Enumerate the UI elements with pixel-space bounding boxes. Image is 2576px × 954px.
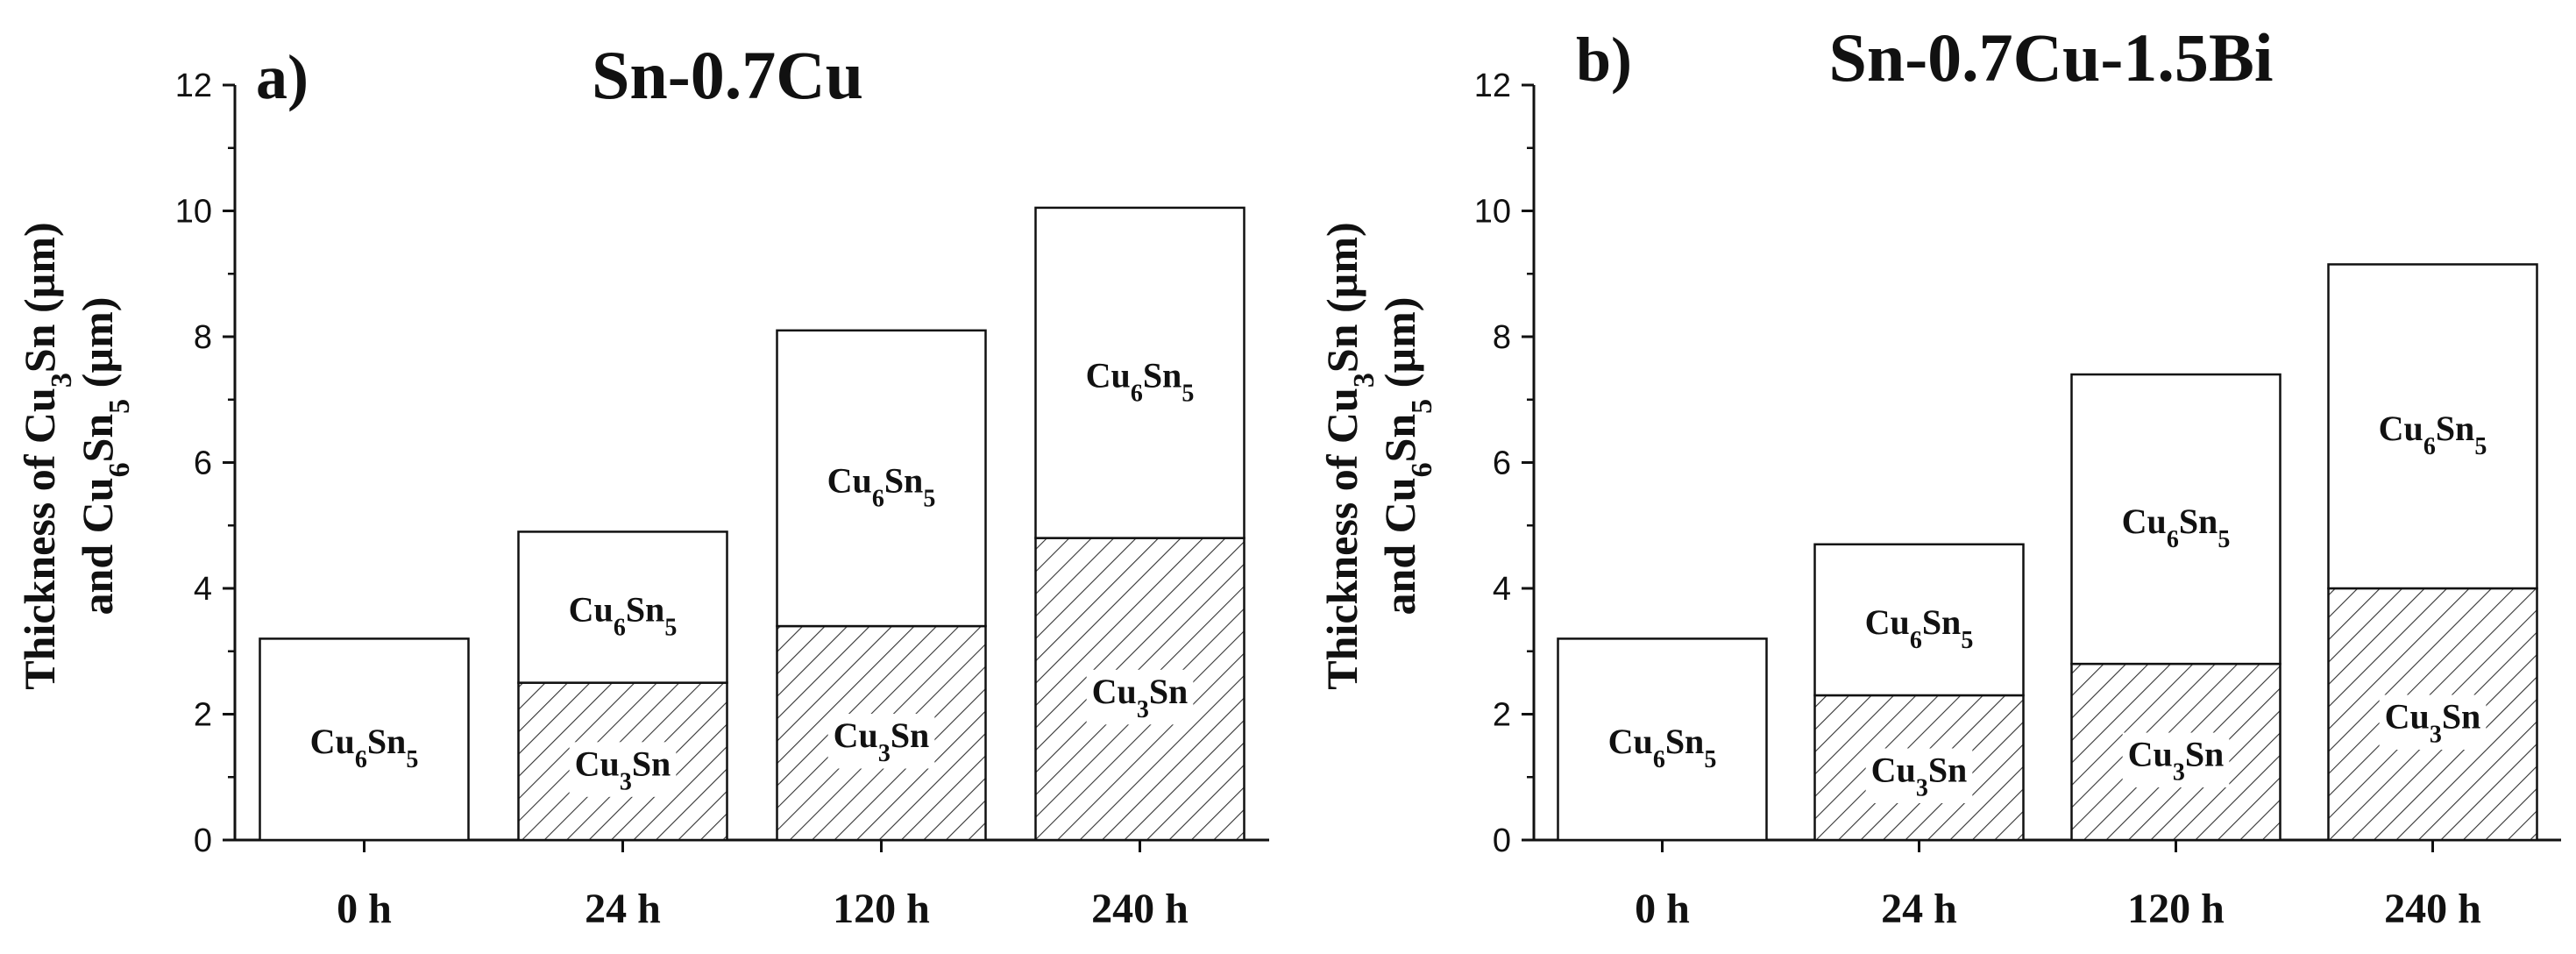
bar-cu6sn5-24h [1813, 543, 2025, 697]
bar-cu6sn5-120h [776, 329, 987, 628]
y-tick-label: 0 [194, 822, 212, 859]
bar-cu6sn5-0h [1557, 637, 1768, 842]
segment-label-cu6sn5: Cu6Sn5 [569, 590, 678, 642]
bar-cu6sn5-240h [1034, 206, 1245, 539]
segment-label-cu3sn: Cu3Sn [1092, 672, 1189, 723]
y-tick-label: 10 [175, 194, 212, 231]
y-tick-label: 12 [1474, 68, 1511, 104]
segment-label-cu6sn5: Cu6Sn5 [1086, 355, 1195, 407]
segment-label-cu6sn5: Cu6Sn5 [310, 722, 419, 773]
segment-label-cu6sn5: Cu6Sn5 [827, 460, 936, 512]
segment-label-cu3sn: Cu3Sn [2385, 697, 2481, 749]
bar-cu6sn5-240h [2327, 263, 2538, 590]
bar-cu6sn5-120h [2070, 373, 2281, 666]
y-tick-label: 8 [194, 319, 212, 356]
y-tick-label: 4 [194, 571, 212, 608]
bar-cu6sn5-24h [517, 530, 728, 684]
y-tick-label: 2 [1493, 697, 1511, 734]
y-tick-label: 10 [1474, 194, 1511, 231]
segment-label-bg [569, 742, 677, 797]
bar-cu6sn5-0h [259, 637, 470, 842]
x-tick-label: 24 h [585, 886, 661, 932]
x-tick-label: 120 h [2127, 886, 2225, 932]
y-tick-label: 4 [1493, 571, 1511, 608]
y-axis-label-line2: and Cu6Sn5 (µm) [1375, 297, 1438, 616]
panel-label: b) [1576, 25, 1632, 95]
x-tick-label: 24 h [1881, 886, 1957, 932]
segment-label-cu6sn5: Cu6Sn5 [1865, 602, 1974, 654]
x-tick-label: 240 h [1091, 886, 1189, 932]
y-axis-label-line2: and Cu6Sn5 (µm) [73, 297, 136, 616]
x-tick-label: 0 h [1635, 886, 1690, 932]
segment-label-cu3sn: Cu3Sn [575, 744, 671, 795]
chart-title: Sn-0.7Cu [592, 37, 863, 113]
segment-label-cu6sn5: Cu6Sn5 [2122, 502, 2231, 553]
y-axis-label-line1: Thickness of Cu3Sn (µm) [15, 222, 78, 689]
chart-title: Sn-0.7Cu-1.5Bi [1828, 19, 2273, 96]
segment-label-bg [2122, 732, 2230, 788]
segment-label-bg [2379, 694, 2487, 750]
segment-label-bg [1086, 669, 1194, 725]
y-tick-label: 6 [1493, 445, 1511, 482]
segment-label-bg [1865, 748, 1973, 803]
x-tick-label: 0 h [337, 886, 392, 932]
chart-panel-a: 0 2 4 6 8 10 12 Cu6Sn5 0 h Cu3Sn Cu6Sn5 24 h Cu3Sn Cu… [15, 37, 1269, 932]
y-tick-label: 12 [175, 68, 212, 104]
y-axis-label-line1: Thickness of Cu3Sn (µm) [1317, 222, 1380, 689]
y-tick-label: 8 [1493, 319, 1511, 356]
segment-label-bg [827, 714, 935, 769]
y-tick-label: 2 [194, 697, 212, 734]
segment-label-cu3sn: Cu3Sn [834, 716, 930, 767]
chart-panel-b: 0 2 4 6 8 10 12 Cu6Sn5 0 h Cu3Sn Cu6Sn5 24 h Cu3Sn Cu… [1317, 19, 2561, 932]
segment-label-cu3sn: Cu3Sn [2128, 735, 2225, 787]
x-tick-label: 120 h [833, 886, 930, 932]
segment-label-cu6sn5: Cu6Sn5 [1608, 722, 1717, 773]
x-tick-label: 240 h [2384, 886, 2481, 932]
y-tick-label: 6 [194, 445, 212, 482]
segment-label-cu3sn: Cu3Sn [1871, 750, 1968, 801]
panel-label: a) [256, 42, 309, 112]
y-tick-label: 0 [1493, 822, 1511, 859]
segment-label-cu6sn5: Cu6Sn5 [2379, 409, 2487, 460]
